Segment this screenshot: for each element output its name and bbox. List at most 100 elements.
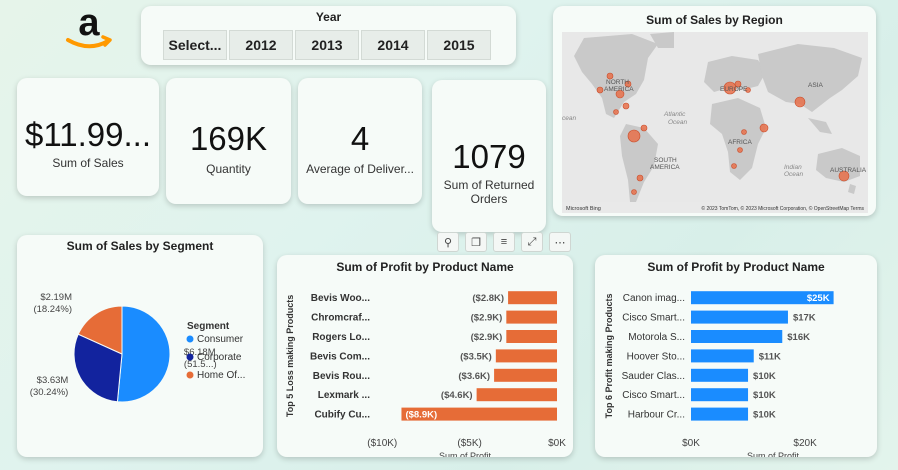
x-tick-label: ($5K) bbox=[457, 438, 481, 449]
copy-icon[interactable]: ❐ bbox=[465, 232, 487, 252]
legend-item[interactable]: Consumer bbox=[197, 334, 244, 345]
region-bubble[interactable] bbox=[640, 124, 648, 132]
profit-products-chart[interactable]: Sum of Profit by Product Name Top 6 Prof… bbox=[595, 255, 877, 457]
region-bubble[interactable] bbox=[622, 102, 630, 110]
kpi-returned-orders[interactable]: 1079 Sum of Returned Orders bbox=[432, 80, 546, 232]
pie-slice-consumer[interactable] bbox=[116, 305, 171, 403]
profit-chart-svg[interactable]: Top 6 Profit making Products Canon imag..… bbox=[595, 273, 877, 457]
map-title: Sum of Sales by Region bbox=[646, 13, 783, 27]
map-label-africa: AFRICA bbox=[728, 139, 753, 146]
pie-data-label: $3.63M bbox=[37, 375, 69, 386]
bar[interactable] bbox=[495, 349, 557, 363]
bar[interactable] bbox=[508, 291, 557, 305]
pie-data-label: (30.24%) bbox=[30, 387, 69, 398]
map-label-south: SOUTH bbox=[654, 157, 677, 164]
x-tick-label: ($10K) bbox=[367, 438, 397, 449]
region-bubble[interactable] bbox=[624, 80, 632, 88]
sales-by-region-map[interactable]: Sum of Sales by Region bbox=[553, 6, 876, 216]
bar[interactable] bbox=[506, 310, 557, 324]
bar[interactable] bbox=[401, 407, 557, 421]
pie-data-label: $2.19M bbox=[40, 292, 72, 303]
bar[interactable] bbox=[691, 310, 788, 324]
year-option-2014[interactable]: 2014 bbox=[361, 30, 425, 60]
pie-slice-home-of[interactable] bbox=[77, 305, 123, 355]
map-label-indian-ocean: Ocean bbox=[784, 171, 804, 178]
region-bubble[interactable] bbox=[636, 174, 644, 182]
bar[interactable] bbox=[691, 330, 783, 343]
bar[interactable] bbox=[506, 330, 557, 343]
category-label: Sauder Clas... bbox=[622, 371, 685, 382]
year-option-2013[interactable]: 2013 bbox=[295, 30, 359, 60]
category-label: Bevis Rou... bbox=[313, 371, 370, 382]
focus-mode-icon[interactable]: ⤢ bbox=[521, 232, 543, 252]
map-attribution[interactable]: © 2023 TomTom, © 2023 Microsoft Corporat… bbox=[701, 205, 864, 212]
region-bubble[interactable] bbox=[737, 147, 743, 153]
pie-data-label: $6.18M bbox=[184, 347, 216, 358]
legend-item[interactable]: Home Of... bbox=[197, 370, 245, 381]
pie-chart-title: Sum of Sales by Segment bbox=[66, 239, 214, 253]
map-labels: NORTH AMERICA EUROPE ASIA Atlantic Ocean… bbox=[562, 79, 867, 178]
kpi-delivery-value: 4 bbox=[350, 120, 370, 157]
map-label-australia: AUSTRALIA bbox=[830, 167, 867, 174]
kpi-delivery-label: Average of Deliver... bbox=[306, 162, 414, 176]
region-bubble[interactable] bbox=[615, 89, 625, 99]
x-tick-label: $0K bbox=[682, 438, 700, 449]
bar[interactable] bbox=[691, 349, 754, 363]
kpi-average-delivery[interactable]: 4 Average of Deliver... bbox=[298, 78, 422, 204]
region-bubble[interactable] bbox=[627, 129, 641, 143]
kpi-sum-of-sales[interactable]: $11.99... Sum of Sales bbox=[17, 78, 159, 196]
category-label: Cisco Smart... bbox=[622, 313, 685, 324]
y-axis-title: Top 6 Profit making Products bbox=[604, 293, 614, 418]
loss-chart-svg[interactable]: Top 5 Loss making Products Bevis Woo... ($… bbox=[277, 273, 573, 457]
bar[interactable] bbox=[691, 291, 834, 305]
bar-value-label: ($3.5K) bbox=[460, 351, 492, 362]
pie-legend-title: Segment bbox=[187, 321, 230, 332]
loss-products-chart[interactable]: Sum of Profit by Product Name Top 5 Loss… bbox=[277, 255, 573, 457]
filter-icon[interactable]: ≡ bbox=[493, 232, 515, 252]
region-bubble[interactable] bbox=[838, 170, 850, 182]
kpi-sales-value: $11.99... bbox=[25, 116, 151, 153]
category-label: Rogers Lo... bbox=[312, 332, 370, 343]
world-map[interactable]: NORTH AMERICA EUROPE ASIA Atlantic Ocean… bbox=[562, 32, 868, 213]
sales-by-segment-chart[interactable]: Sum of Sales by Segment $6.18M (51.5...) $… bbox=[17, 235, 263, 457]
map-footer-bg bbox=[562, 202, 868, 213]
year-option-select[interactable]: Select... bbox=[163, 30, 227, 60]
x-axis-title: Sum of Profit bbox=[439, 451, 492, 457]
bar[interactable] bbox=[691, 407, 749, 421]
region-bubble[interactable] bbox=[794, 96, 806, 108]
bar-value-label: $10K bbox=[753, 390, 776, 401]
map-label-atlantic: Atlantic bbox=[663, 111, 686, 118]
region-bubble[interactable] bbox=[759, 123, 769, 133]
profit-chart-title: Sum of Profit by Product Name bbox=[647, 260, 825, 274]
bar[interactable] bbox=[476, 388, 557, 402]
more-options-icon[interactable]: ⋯ bbox=[549, 232, 571, 252]
region-bubble[interactable] bbox=[741, 129, 747, 135]
region-bubble[interactable] bbox=[745, 87, 751, 93]
year-option-2012[interactable]: 2012 bbox=[229, 30, 293, 60]
pin-icon[interactable]: ⚲ bbox=[437, 232, 459, 252]
bar[interactable] bbox=[691, 388, 749, 402]
map-label-asia: ASIA bbox=[808, 82, 823, 89]
region-bubble[interactable] bbox=[613, 109, 619, 115]
kpi-quantity-label: Quantity bbox=[206, 162, 251, 176]
bar-value-label: $10K bbox=[753, 410, 776, 421]
region-bubble[interactable] bbox=[734, 80, 742, 88]
legend-marker bbox=[186, 335, 194, 343]
bar[interactable] bbox=[691, 368, 749, 382]
region-bubble[interactable] bbox=[606, 72, 614, 80]
pie-chart-svg[interactable]: $6.18M(51.5...) $3.63M(30.24%) $2.19M(18.2… bbox=[17, 255, 263, 455]
pie-slice-corporate[interactable] bbox=[73, 333, 123, 403]
pie-data-label: (51.5...) bbox=[184, 359, 217, 370]
region-bubble[interactable] bbox=[731, 163, 737, 169]
year-option-2015[interactable]: 2015 bbox=[427, 30, 491, 60]
bar-value-label: $10K bbox=[753, 371, 776, 382]
region-bubble[interactable] bbox=[631, 189, 637, 195]
amazon-logo-icon: a bbox=[62, 2, 116, 52]
bar-value-label: $17K bbox=[793, 313, 816, 324]
bar[interactable] bbox=[494, 368, 557, 382]
region-bubble[interactable] bbox=[596, 86, 604, 94]
bar-value-label: $16K bbox=[787, 332, 810, 343]
region-bubble[interactable] bbox=[723, 81, 737, 95]
legend-item[interactable]: Corporate bbox=[197, 352, 242, 363]
kpi-quantity[interactable]: 169K Quantity bbox=[166, 78, 291, 204]
